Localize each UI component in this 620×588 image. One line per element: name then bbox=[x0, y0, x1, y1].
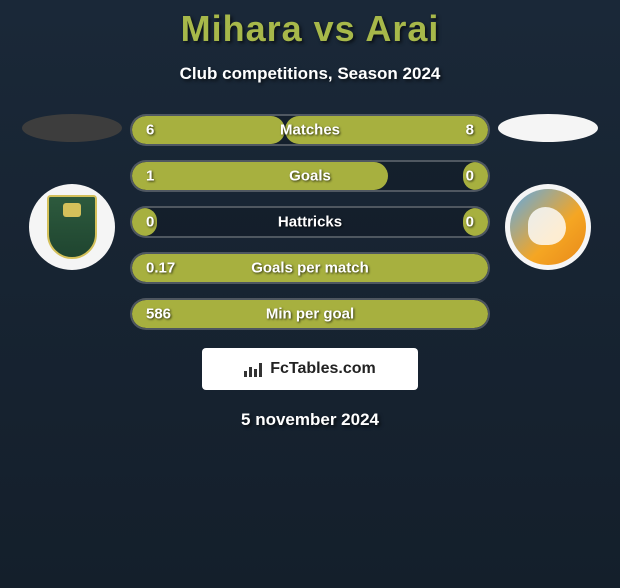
page-title: Mihara vs Arai bbox=[0, 8, 620, 50]
right-side bbox=[498, 114, 598, 270]
left-club-badge bbox=[29, 184, 115, 270]
stat-label: Goals per match bbox=[251, 260, 369, 277]
right-club-badge bbox=[505, 184, 591, 270]
left-flag-ellipse bbox=[22, 114, 122, 142]
stat-row: 0.17 Goals per match bbox=[130, 252, 490, 284]
stat-bars: 6 Matches 8 1 Goals 0 0 Hattricks 0 0.17 Goals per… bbox=[130, 114, 490, 330]
right-flag-ellipse bbox=[498, 114, 598, 142]
stat-row: 0 Hattricks 0 bbox=[130, 206, 490, 238]
stat-left-value: 586 bbox=[146, 306, 171, 323]
stat-row: 6 Matches 8 bbox=[130, 114, 490, 146]
stat-left-value: 6 bbox=[146, 122, 154, 139]
comparison-panel: 6 Matches 8 1 Goals 0 0 Hattricks 0 0.17 Goals per… bbox=[0, 114, 620, 330]
shield-icon bbox=[47, 195, 97, 259]
stat-right-value: 0 bbox=[466, 214, 474, 231]
stat-right-value: 0 bbox=[466, 168, 474, 185]
brand-text: FcTables.com bbox=[270, 360, 376, 378]
stat-label: Hattricks bbox=[278, 214, 342, 231]
bar-chart-icon bbox=[244, 361, 264, 377]
stat-label: Min per goal bbox=[266, 306, 354, 323]
stat-left-fill bbox=[132, 116, 285, 144]
left-side bbox=[22, 114, 122, 270]
date-text: 5 november 2024 bbox=[0, 410, 620, 430]
stat-left-value: 0 bbox=[146, 214, 154, 231]
stat-left-value: 1 bbox=[146, 168, 154, 185]
stat-label: Goals bbox=[289, 168, 331, 185]
stat-left-value: 0.17 bbox=[146, 260, 175, 277]
stat-label: Matches bbox=[280, 122, 340, 139]
stat-right-value: 8 bbox=[466, 122, 474, 139]
brand-box: FcTables.com bbox=[202, 348, 418, 390]
bird-icon bbox=[510, 189, 586, 265]
stat-row: 586 Min per goal bbox=[130, 298, 490, 330]
subtitle: Club competitions, Season 2024 bbox=[0, 64, 620, 84]
stat-left-fill bbox=[132, 162, 388, 190]
stat-row: 1 Goals 0 bbox=[130, 160, 490, 192]
